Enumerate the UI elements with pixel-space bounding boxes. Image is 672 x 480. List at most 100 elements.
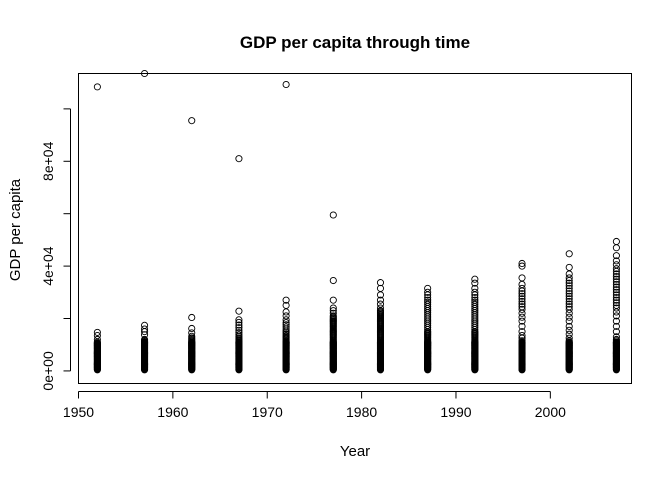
data-point [565,290,573,298]
data-point [518,328,526,336]
data-point [235,307,243,315]
data-point [565,263,573,271]
data-point [612,252,620,260]
data-point [141,325,149,333]
data-point [565,317,573,325]
data-point [518,274,526,282]
data-point [565,330,573,338]
data-point [565,292,573,300]
data-point [612,265,620,273]
data-point [93,328,101,336]
data-point [376,304,385,312]
data-point [235,326,243,334]
data-point [471,296,479,304]
x-tick-label: 1990 [440,404,471,420]
data-point [329,296,337,304]
data-point [329,304,337,312]
data-point [376,296,385,304]
data-point [424,296,432,304]
data-point [518,317,526,325]
data-point [565,287,573,295]
x-tick-label: 1980 [346,404,377,420]
data-point [188,313,196,322]
data-point [376,300,385,308]
data-point [188,329,196,337]
data-point [612,257,620,265]
data-point [424,300,432,308]
data-point [612,299,620,307]
x-tick-label: 1970 [252,404,283,420]
data-point [612,296,620,304]
data-point [471,298,479,306]
data-point [612,280,620,288]
data-point [93,331,101,340]
data-point [612,261,620,269]
data-point [612,237,620,246]
data-point [188,324,196,333]
data-point [235,316,243,324]
data-point [518,297,526,306]
data-point [612,278,620,286]
data-point [235,318,243,326]
data-point [282,312,290,320]
data-point [376,279,385,287]
data-point [612,288,620,296]
data-point [518,337,526,345]
data-point [612,335,620,344]
data-point [282,296,290,304]
data-point [471,293,479,302]
data-point [282,308,290,316]
data-point [518,259,526,268]
data-point [612,312,620,320]
data-point [188,117,196,125]
data-point [424,298,432,306]
data-point [565,334,573,342]
data-point [612,301,620,309]
data-point [518,292,526,300]
y-axis: 0e+00 4e+04 8e+04 [40,108,71,391]
data-point [565,300,573,308]
x-axis: 1950 1960 1970 1980 1990 2000 [63,391,566,420]
data-point [329,307,337,315]
y-tick-label: 4e+04 [40,246,56,286]
data-point [471,300,479,308]
y-tick-label: 8e+04 [40,141,56,181]
chart-title: GDP per capita through time [240,33,470,52]
x-axis-label: Year [340,443,370,460]
data-point [518,300,526,308]
data-point [329,211,337,219]
data-point [612,283,620,291]
data-point [518,313,526,321]
data-point [518,305,526,313]
data-point [565,284,573,292]
data-point [612,293,620,302]
data-point [424,288,432,296]
data-point [565,270,573,278]
data-point [612,322,620,330]
data-point [565,313,573,321]
data-point [141,321,149,329]
data-point [518,284,526,292]
x-tick-label: 1960 [157,404,188,420]
data-point [282,301,290,309]
data-point [612,244,620,252]
data-point [424,293,432,302]
data-point [282,316,290,324]
y-tick-label: 0e+00 [40,351,56,391]
data-point [518,303,526,311]
data-point [565,274,573,282]
data-point [471,284,479,292]
data-point [612,333,620,341]
data-point [329,309,337,317]
data-point [518,280,526,288]
data-point [329,276,337,285]
data-point [518,290,526,298]
data-point [424,284,432,292]
data-point [565,326,573,334]
data-point [235,321,243,329]
data-point [235,331,243,339]
data-point [93,335,101,344]
plot-frame [78,73,632,384]
data-point [565,305,573,313]
x-tick-label: 2000 [535,404,566,420]
